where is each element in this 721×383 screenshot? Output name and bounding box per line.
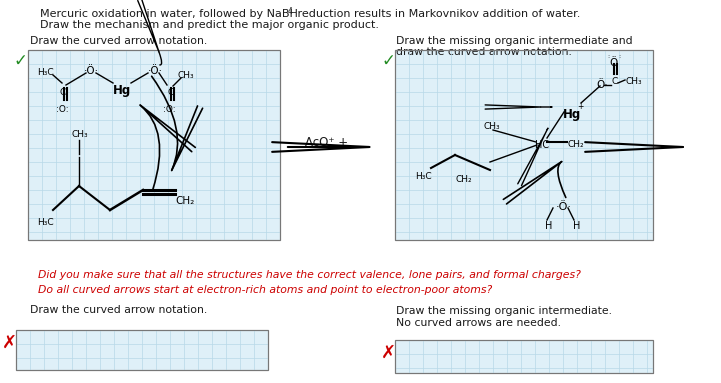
Text: C: C — [611, 77, 617, 86]
Bar — [395, 50, 653, 240]
Text: C: C — [60, 88, 66, 97]
Bar — [28, 50, 280, 240]
Text: reduction results in Markovnikov addition of water.: reduction results in Markovnikov additio… — [294, 9, 580, 19]
Text: :O:: :O: — [56, 105, 68, 114]
Text: Hg: Hg — [563, 108, 581, 121]
Text: H₃C: H₃C — [415, 172, 432, 181]
Bar — [16, 330, 268, 370]
Text: Draw the mechanism and predict the major organic product.: Draw the mechanism and predict the major… — [40, 20, 379, 30]
Text: CH₃: CH₃ — [483, 122, 500, 131]
Text: CH₃: CH₃ — [178, 71, 195, 80]
Text: :O:: :O: — [163, 105, 176, 114]
Text: H: H — [545, 221, 552, 231]
Bar — [395, 340, 653, 373]
Text: ·Ö·: ·Ö· — [84, 66, 99, 76]
Text: ✗: ✗ — [381, 344, 396, 362]
Text: Draw the missing organic intermediate.: Draw the missing organic intermediate. — [396, 306, 612, 316]
Text: Ö·: Ö· — [596, 80, 608, 90]
Text: 4: 4 — [288, 7, 293, 16]
Text: CH₃: CH₃ — [72, 130, 89, 139]
Text: Draw the missing organic intermediate and: Draw the missing organic intermediate an… — [396, 36, 632, 46]
Text: AcO⁺ +: AcO⁺ + — [305, 136, 348, 149]
Text: CH₃: CH₃ — [625, 77, 642, 86]
Text: C: C — [167, 88, 173, 97]
Text: Mercuric oxidation in water, followed by NaBH: Mercuric oxidation in water, followed by… — [40, 9, 298, 19]
Text: ·Ö·: ·Ö· — [148, 66, 163, 76]
Text: H₃C: H₃C — [37, 68, 53, 77]
Text: No curved arrows are needed.: No curved arrows are needed. — [396, 318, 561, 328]
Text: ✓: ✓ — [14, 52, 28, 70]
Bar — [28, 50, 280, 240]
Bar — [395, 50, 653, 240]
Text: CH₂: CH₂ — [456, 175, 473, 184]
Text: Draw the curved arrow notation.: Draw the curved arrow notation. — [30, 305, 207, 315]
Text: H₃C: H₃C — [37, 218, 53, 227]
Text: ·Ö·: ·Ö· — [556, 202, 572, 212]
Text: HC: HC — [535, 140, 549, 150]
Text: CH₂: CH₂ — [567, 140, 583, 149]
Text: ✓: ✓ — [381, 52, 395, 70]
Bar — [395, 340, 653, 373]
Text: Do all curved arrows start at electron-rich atoms and point to electron-poor ato: Do all curved arrows start at electron-r… — [38, 285, 492, 295]
Text: CH₂: CH₂ — [175, 196, 194, 206]
Text: +: + — [577, 102, 583, 111]
Text: :: : — [607, 54, 609, 59]
Text: Did you make sure that all the structures have the correct valence, lone pairs, : Did you make sure that all the structure… — [38, 270, 581, 280]
Text: :: : — [618, 54, 620, 59]
Text: ✗: ✗ — [2, 334, 17, 352]
Text: Ö: Ö — [609, 58, 617, 68]
Text: draw the curved arrow notation.: draw the curved arrow notation. — [396, 47, 572, 57]
Text: Draw the curved arrow notation.: Draw the curved arrow notation. — [30, 36, 207, 46]
Text: Hg: Hg — [113, 84, 131, 97]
Bar — [16, 330, 268, 370]
Text: H: H — [573, 221, 580, 231]
